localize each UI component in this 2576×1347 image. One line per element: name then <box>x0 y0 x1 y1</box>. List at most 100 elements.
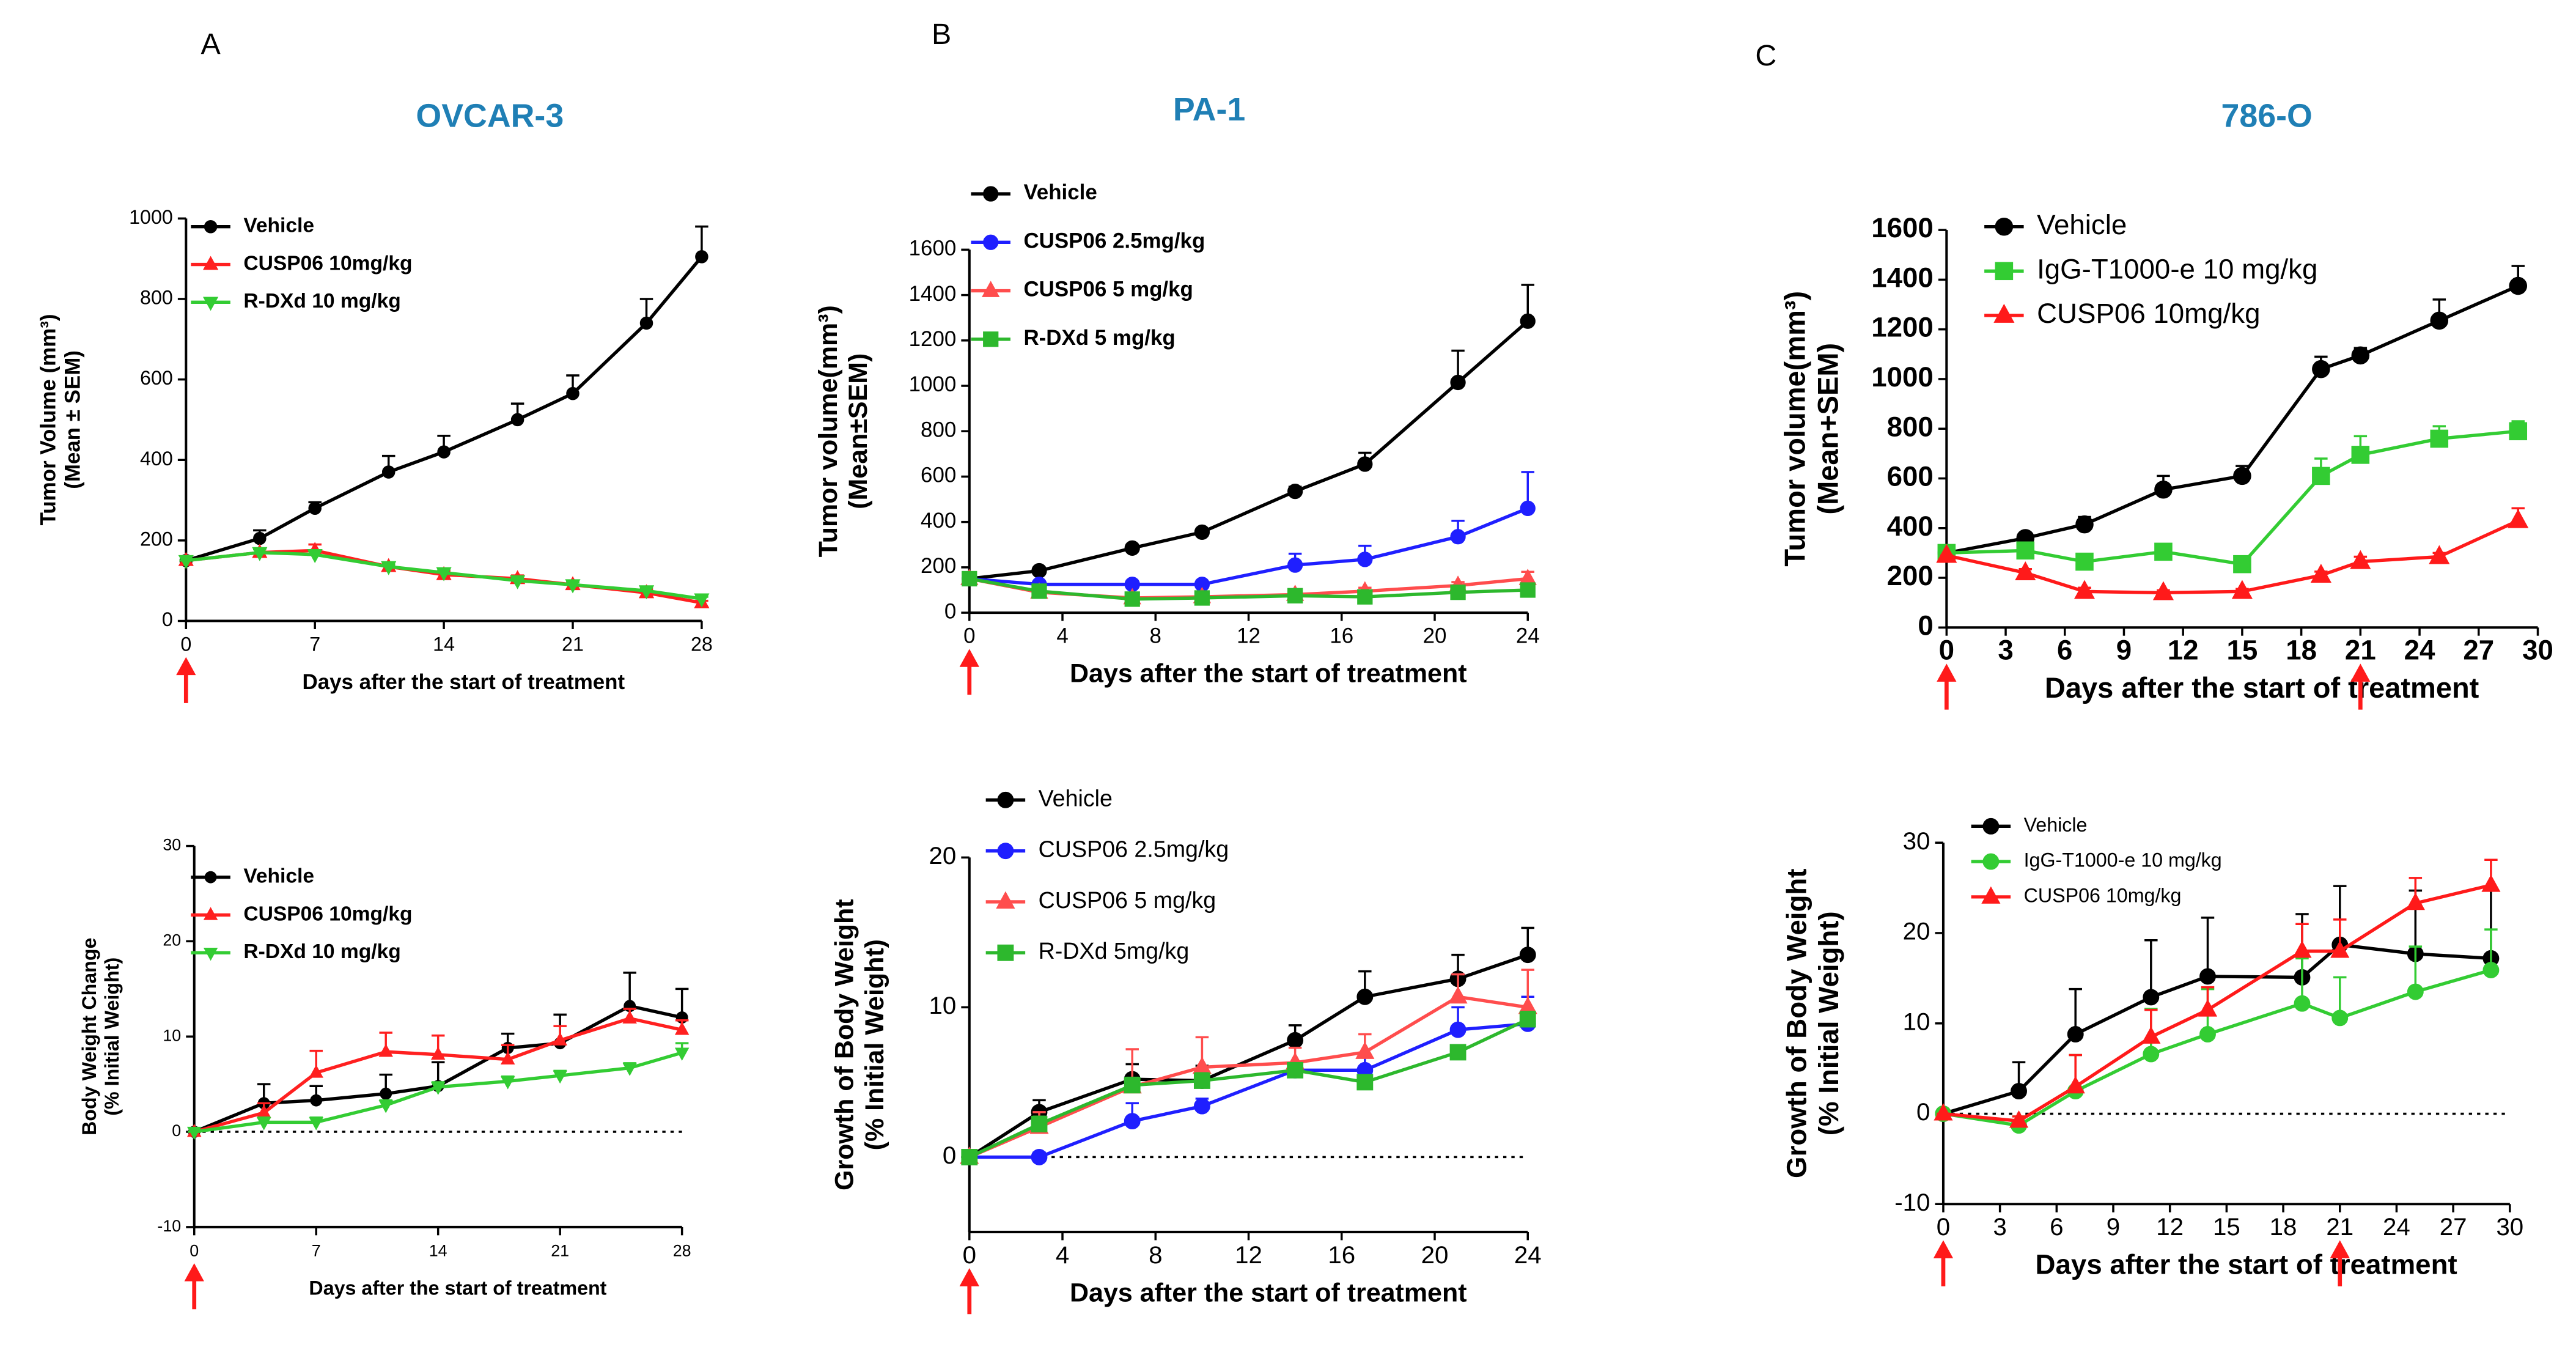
marker <box>694 593 710 608</box>
marker <box>1520 313 1536 329</box>
y-axis-label: Growth of Body Weight <box>1781 869 1812 1178</box>
marker <box>2331 1009 2349 1027</box>
y-tick-label: 1600 <box>1871 212 1934 243</box>
y-tick-label: 200 <box>921 554 956 578</box>
legend-marker <box>203 907 218 920</box>
legend-label: Vehicle <box>1039 785 1113 811</box>
legend-marker <box>1993 303 2015 323</box>
y-axis-label: Tumor Volume (mm³) <box>37 314 61 526</box>
x-tick-label: 14 <box>429 1241 447 1260</box>
chart-title: 786-O <box>2221 98 2313 135</box>
x-tick-label: 21 <box>2326 1213 2353 1241</box>
x-tick-label: 9 <box>2116 635 2132 666</box>
marker <box>1194 524 1210 540</box>
legend-label: IgG-T1000-e 10 mg/kg <box>2037 253 2317 284</box>
marker <box>1356 988 1374 1005</box>
y-tick-label: 1000 <box>1871 361 1934 393</box>
legend-label: CUSP06 5 mg/kg <box>1039 887 1216 913</box>
series-line <box>969 577 1528 601</box>
marker <box>2199 968 2216 985</box>
marker <box>2075 552 2094 571</box>
legend-marker <box>1982 817 2000 835</box>
legend-label: Vehicle <box>1023 180 1097 204</box>
marker <box>565 579 581 594</box>
marker <box>2405 892 2425 910</box>
x-tick-label: 9 <box>2107 1213 2120 1241</box>
marker <box>252 547 268 561</box>
marker <box>2430 429 2449 448</box>
marker <box>187 1126 202 1140</box>
x-tick-label: 4 <box>1056 1241 1069 1269</box>
marker <box>500 1076 515 1090</box>
marker <box>2294 995 2311 1012</box>
legend-marker <box>997 791 1014 808</box>
x-tick-label: 8 <box>1149 1241 1162 1269</box>
marker <box>310 1094 323 1107</box>
marker <box>1031 1116 1048 1132</box>
x-tick-label: 18 <box>2270 1213 2297 1241</box>
marker <box>553 1032 567 1046</box>
marker <box>1194 590 1210 606</box>
x-tick-label: 0 <box>190 1241 199 1260</box>
legend-marker <box>202 297 219 311</box>
y-tick-label: 0 <box>1918 610 1933 641</box>
treatment-arrow-head <box>2350 663 2371 682</box>
y-tick-label: 200 <box>1887 560 1934 591</box>
legend-label: CUSP06 2.5mg/kg <box>1039 836 1229 862</box>
marker <box>178 555 194 569</box>
y-tick-label: 30 <box>1903 827 1930 855</box>
marker <box>1520 582 1536 598</box>
marker <box>2350 550 2371 569</box>
marker <box>2199 1026 2216 1043</box>
marker <box>1449 1021 1466 1038</box>
legend-label: R-DXd 10 mg/kg <box>243 290 400 312</box>
legend-label: CUSP06 5 mg/kg <box>1023 278 1193 301</box>
legend-marker <box>983 331 999 347</box>
series-line <box>969 320 1529 581</box>
legend-label: R-DXd 5 mg/kg <box>1023 326 1175 350</box>
marker <box>2066 1076 2085 1094</box>
legend-label: CUSP06 10mg/kg <box>243 252 412 275</box>
x-tick-label: 6 <box>2057 635 2072 666</box>
marker <box>674 1047 690 1061</box>
x-axis-label: Days after the start of treatment <box>309 1277 606 1299</box>
x-tick-label: 6 <box>2050 1213 2063 1241</box>
y-tick-label: 20 <box>1903 918 1930 945</box>
legend-marker <box>997 944 1014 961</box>
marker <box>1124 591 1140 607</box>
x-axis-label: Days after the start of treatment <box>2045 671 2479 704</box>
marker <box>381 465 396 479</box>
y-tick-label: 1400 <box>909 282 957 306</box>
marker <box>622 1063 637 1076</box>
marker <box>622 1010 637 1024</box>
marker <box>1357 456 1373 472</box>
legend-label: Vehicle <box>2024 814 2088 836</box>
marker <box>1287 588 1303 603</box>
marker <box>1124 1113 1141 1130</box>
marker <box>1936 544 1957 563</box>
marker <box>2016 541 2035 560</box>
marker <box>2430 311 2449 330</box>
x-tick-label: 24 <box>2383 1213 2410 1241</box>
marker <box>695 250 708 264</box>
marker <box>2009 1110 2029 1128</box>
legend-label: IgG-T1000-e 10 mg/kg <box>2024 849 2222 871</box>
x-tick-label: 12 <box>2168 635 2199 666</box>
marker <box>430 1046 446 1060</box>
marker <box>1287 1061 1304 1079</box>
treatment-arrow-head <box>1937 663 1957 682</box>
legend-label: R-DXd 10 mg/kg <box>243 940 400 963</box>
chart-title: PA-1 <box>1173 91 1245 128</box>
marker <box>961 1148 978 1165</box>
marker <box>1519 1011 1536 1028</box>
y-tick-label: 0 <box>162 608 173 630</box>
marker <box>1519 947 1536 964</box>
x-tick-label: 30 <box>2496 1213 2523 1241</box>
marker <box>2152 581 2174 600</box>
legend-marker <box>202 256 219 270</box>
y-tick-label: 800 <box>1887 411 1934 442</box>
x-tick-label: 30 <box>2522 635 2553 666</box>
legend-marker <box>982 281 1000 297</box>
marker <box>2011 1083 2027 1099</box>
marker <box>1031 1148 1048 1165</box>
